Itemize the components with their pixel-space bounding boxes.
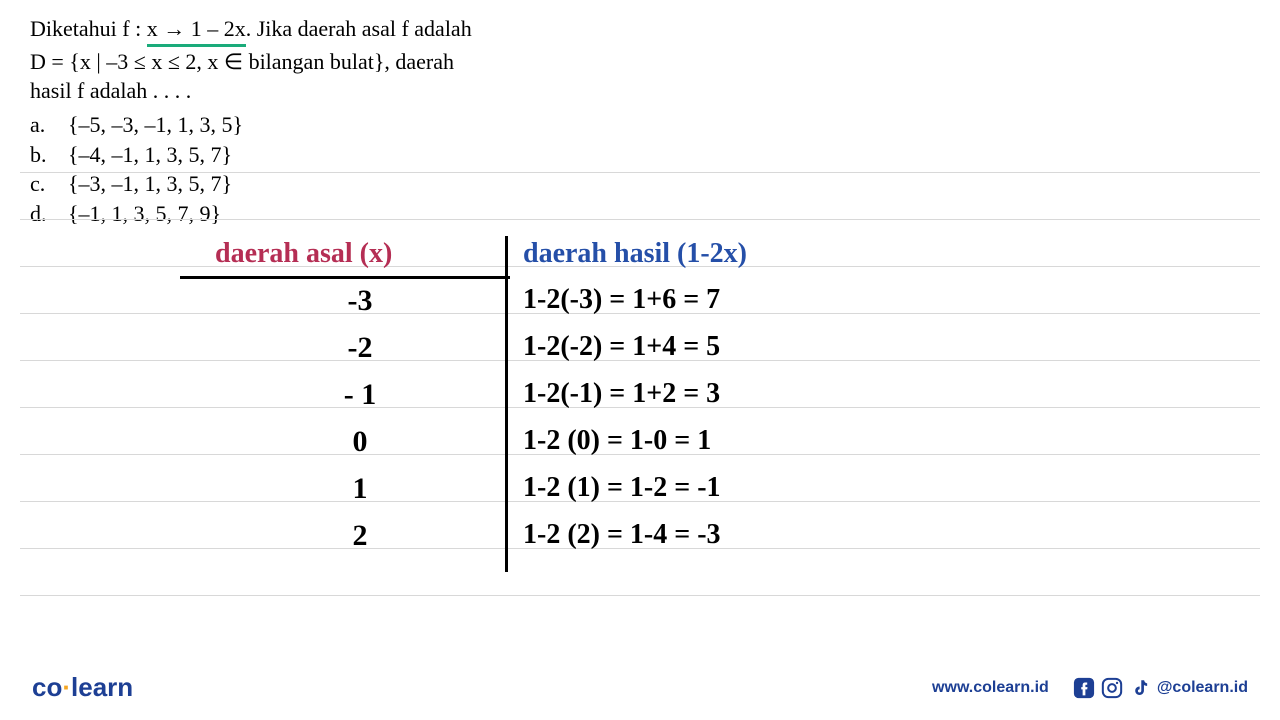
ruled-line bbox=[20, 219, 1260, 220]
instagram-icon bbox=[1101, 677, 1123, 699]
table-header-left: daerah asal (x) bbox=[215, 238, 392, 270]
social-icons: @colearn.id bbox=[1073, 677, 1248, 699]
x-value: 1 bbox=[330, 472, 390, 506]
calc-value: 1-2(-3) = 1+6 = 7 bbox=[523, 284, 720, 316]
calc-value: 1-2 (2) = 1-4 = -3 bbox=[523, 519, 721, 551]
q1-pre: Diketahui f : bbox=[30, 16, 147, 41]
facebook-icon bbox=[1073, 677, 1095, 699]
q1-post: . Jika daerah asal f adalah bbox=[246, 16, 472, 41]
ruled-line bbox=[20, 172, 1260, 173]
social-handle: @colearn.id bbox=[1157, 679, 1248, 697]
logo-part1: co bbox=[32, 672, 62, 702]
logo-dot: · bbox=[62, 672, 71, 702]
calc-value: 1-2(-2) = 1+4 = 5 bbox=[523, 331, 720, 363]
footer-right: www.colearn.id @colearn.id bbox=[932, 677, 1248, 699]
question-line-1: Diketahui f : x → 1 – 2x. Jika daerah as… bbox=[30, 14, 472, 47]
x-value: 2 bbox=[330, 519, 390, 553]
calc-value: 1-2 (0) = 1-0 = 1 bbox=[523, 425, 711, 457]
logo-part2: learn bbox=[71, 672, 133, 702]
option-label-b: b. bbox=[30, 140, 50, 170]
ruled-line bbox=[20, 595, 1260, 596]
option-text-b: {–4, –1, 1, 3, 5, 7} bbox=[68, 140, 232, 170]
option-b: b. {–4, –1, 1, 3, 5, 7} bbox=[30, 140, 472, 170]
calc-value: 1-2(-1) = 1+2 = 3 bbox=[523, 378, 720, 410]
table-header-right: daerah hasil (1-2x) bbox=[523, 238, 747, 270]
x-value: -2 bbox=[330, 331, 390, 365]
logo: co·learn bbox=[32, 672, 133, 703]
option-label-a: a. bbox=[30, 110, 50, 140]
footer: co·learn www.colearn.id @colearn.id bbox=[0, 655, 1280, 720]
table-vertical-line bbox=[505, 236, 508, 572]
question-line-3: hasil f adalah . . . . bbox=[30, 76, 472, 106]
calc-value: 1-2 (1) = 1-2 = -1 bbox=[523, 472, 721, 504]
option-a: a. {–5, –3, –1, 1, 3, 5} bbox=[30, 110, 472, 140]
website-url: www.colearn.id bbox=[932, 679, 1049, 697]
question-line-2: D = {x | –3 ≤ x ≤ 2, x ∈ bilangan bulat}… bbox=[30, 47, 472, 77]
x-value: 0 bbox=[330, 425, 390, 459]
x-value: -3 bbox=[330, 284, 390, 318]
option-text-a: {–5, –3, –1, 1, 3, 5} bbox=[68, 110, 243, 140]
tiktok-icon bbox=[1129, 677, 1151, 699]
table-horizontal-line bbox=[180, 276, 510, 279]
q1-mid: x → 1 – 2x bbox=[147, 14, 246, 47]
x-value: - 1 bbox=[330, 378, 390, 412]
